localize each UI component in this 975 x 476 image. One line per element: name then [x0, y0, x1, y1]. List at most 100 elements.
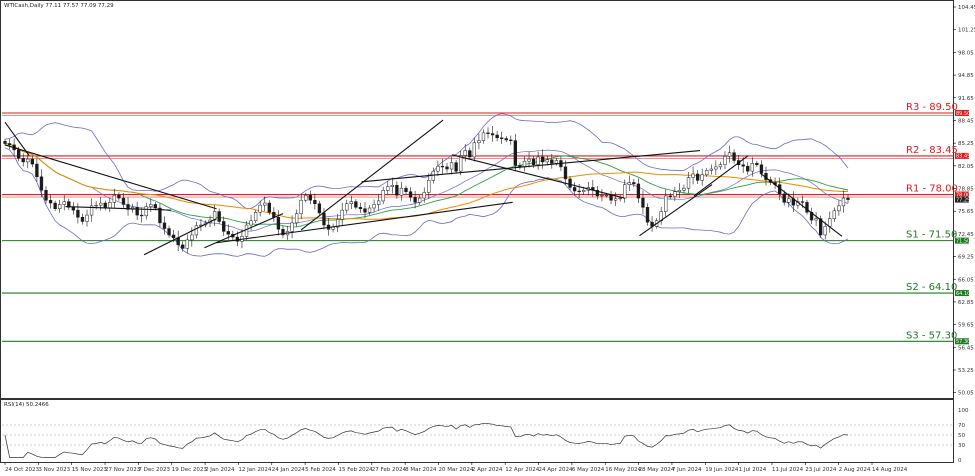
candle-bullish: [682, 187, 686, 191]
candle-bullish: [381, 190, 385, 202]
price-tick-label: 104.45: [958, 5, 975, 11]
candle-bearish: [140, 214, 144, 217]
candle-bullish: [85, 214, 89, 222]
date-tick-label: 19 Jun 2024: [705, 467, 739, 473]
price-tick-label: 56.45: [958, 345, 974, 351]
candle-bearish: [805, 202, 809, 213]
candle-bullish: [750, 163, 754, 172]
candle-bearish: [759, 164, 764, 174]
date-tick-label: 24 Apr 2024: [539, 467, 574, 473]
price-tick-label: 88.45: [958, 118, 974, 124]
date-tick-label: 3 Nov 2023: [38, 467, 70, 473]
candle-bullish: [718, 164, 723, 168]
candle-bullish: [723, 156, 727, 166]
candle-bearish: [445, 166, 449, 170]
candle-bearish: [317, 203, 322, 214]
date-tick-label: 7 Dec 2023: [138, 467, 170, 473]
candle-bullish: [62, 201, 66, 205]
date-tick-label: 12 Apr 2024: [505, 467, 540, 473]
candle-bearish: [509, 139, 513, 141]
bollinger-lower-line: [4, 147, 849, 257]
candle-bullish: [613, 198, 618, 201]
candle-bearish: [641, 197, 645, 208]
candle-bearish: [358, 207, 363, 209]
candle-bearish: [513, 140, 518, 166]
candle-bearish: [76, 209, 80, 218]
candle-bullish: [664, 195, 668, 212]
candle-bullish: [108, 202, 112, 209]
candle-bullish: [545, 159, 549, 163]
level-label: S2 - 64.10: [906, 282, 957, 293]
candle-bearish: [135, 207, 139, 216]
candle-bullish: [604, 194, 609, 197]
ma-green-line: [4, 143, 849, 228]
candle-bullish: [787, 198, 791, 203]
candle-bearish: [846, 197, 850, 200]
candle-bearish: [354, 201, 358, 208]
rsi-panel-frame: [0, 399, 954, 463]
level-tag-text: 71.50: [956, 238, 970, 244]
level-tag-box: [955, 338, 969, 345]
rsi-header: RSI(14) 50.2466: [4, 402, 49, 408]
last-price-tag-box: [955, 196, 969, 203]
rsi-tick-label: 0: [958, 458, 962, 464]
candle-bullish: [418, 197, 422, 203]
candle-bearish: [67, 201, 71, 208]
trend-line: [452, 154, 625, 199]
candle-bearish: [217, 211, 221, 222]
price-tick-label: 62.85: [958, 300, 974, 306]
candle-bearish: [413, 197, 417, 203]
candle-bearish: [668, 195, 672, 198]
candle-bearish: [550, 159, 554, 164]
level-label: R1 - 78.00: [906, 184, 958, 195]
candle-bullish: [627, 182, 631, 185]
candle-bullish: [691, 173, 695, 178]
candle-bullish: [709, 168, 713, 171]
candle-bullish: [472, 142, 477, 158]
price-tick-label: 78.85: [958, 187, 974, 193]
trend-line: [639, 184, 713, 237]
candle-bearish: [609, 194, 613, 201]
candle-bullish: [304, 194, 308, 201]
date-tick-label: 24 Jan 2024: [272, 467, 305, 473]
date-tick-label: 2 Jan 2024: [205, 467, 235, 473]
candle-bearish: [121, 197, 126, 205]
level-tag-box: [955, 110, 969, 117]
candle-bearish: [755, 163, 759, 166]
candle-bearish: [636, 183, 641, 199]
date-tick-label: 23 Jul 2024: [805, 467, 837, 473]
candle-bullish: [449, 162, 454, 170]
candle-bearish: [235, 236, 240, 242]
candle-bullish: [258, 204, 262, 213]
candle-bearish: [117, 194, 121, 199]
candle-bullish: [623, 184, 627, 199]
candle-bullish: [727, 152, 732, 157]
candle-bearish: [39, 176, 44, 191]
date-tick-label: 5 Feb 2024: [305, 467, 336, 473]
level-tag-text: 64.10: [956, 291, 970, 297]
trend-line: [4, 144, 217, 210]
candle-bullish: [194, 225, 199, 236]
level-tag-text: 57.30: [956, 339, 970, 345]
candle-bullish: [463, 150, 467, 156]
candle-bearish: [272, 212, 276, 218]
candle-bullish: [522, 160, 527, 168]
candle-bullish: [477, 140, 481, 144]
candle-bullish: [190, 234, 194, 241]
candle-bearish: [440, 165, 445, 168]
price-tick-label: 53.25: [958, 368, 974, 374]
main-panel-frame: [0, 0, 954, 399]
candle-bearish: [800, 201, 805, 203]
trend-line: [65, 206, 172, 211]
candle-bearish: [162, 222, 167, 229]
candle-bullish: [837, 205, 841, 212]
candle-bearish: [167, 228, 171, 236]
level-tag-text: 78.00: [956, 192, 970, 198]
level-label: R3 - 89.50: [906, 102, 958, 113]
date-tick-label: 14 Aug 2024: [872, 467, 908, 473]
candle-bearish: [222, 221, 226, 232]
date-tick-label: 7 Jun 2024: [672, 467, 702, 473]
level-label: S3 - 57.30: [906, 330, 957, 341]
trend-line: [4, 121, 30, 156]
